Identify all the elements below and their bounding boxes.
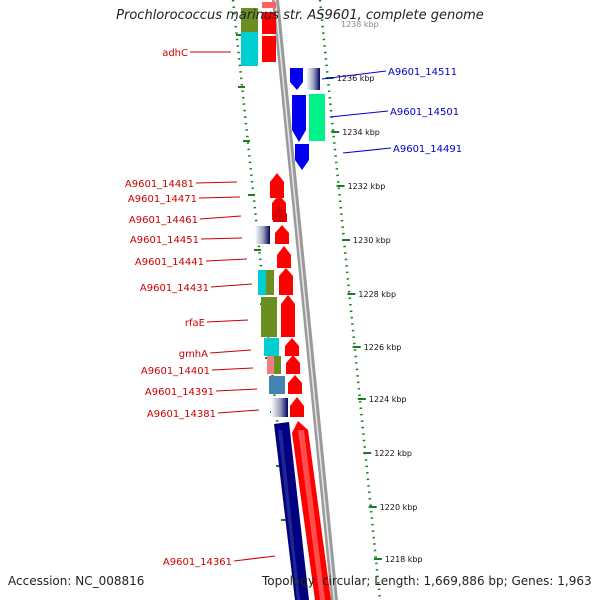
gene-label-A9601_14481: A9601_14481: [125, 179, 194, 190]
scale-label: 1222 kbp: [374, 449, 412, 458]
scale-label: 1226 kbp: [364, 343, 402, 352]
gene-arrow-A9601_14511: [290, 68, 303, 90]
leader-line: [200, 237, 243, 240]
gene-label-A9601_14431: A9601_14431: [140, 283, 209, 294]
gene-label-A9601_14471: A9601_14471: [128, 194, 197, 205]
gene-label-A9601_14381: A9601_14381: [147, 409, 216, 420]
gene-label-rfaE: rfaE: [185, 318, 205, 329]
gene-label-A9601_14441: A9601_14441: [135, 257, 204, 268]
gene-block-gmhA: [264, 338, 279, 356]
leader-line: [217, 409, 260, 414]
leader-line: [209, 349, 252, 354]
gene-block: [241, 8, 258, 32]
gene-arrow-A9601_14491: [295, 144, 309, 170]
gene-label-A9601_14451: A9601_14451: [130, 235, 199, 246]
gene-label-A9601_14461: A9601_14461: [129, 215, 198, 226]
leader-line: [215, 388, 258, 392]
forward-genes: [255, 173, 331, 600]
leader-line: [342, 147, 392, 154]
gene-block-A9601_14501b: [309, 94, 325, 141]
gene-arrow: [281, 295, 295, 337]
topology-text: Topology: circular; Length: 1,669,886 bp…: [262, 574, 592, 588]
gene-arrow: [262, 2, 276, 8]
scale-label: 1224 kbp: [369, 395, 407, 404]
gene-block-shade: [278, 430, 300, 600]
map-title: Prochlorococcus marinus str. AS9601, com…: [116, 8, 484, 23]
reverse-genes: [241, 2, 325, 170]
leader-line: [199, 215, 242, 220]
gene-arrow-A9601_14481: [270, 173, 284, 198]
scale-label: 1228 kbp: [358, 290, 396, 299]
leader-line: [211, 367, 254, 371]
left-gene-labels: adhC A9601_14481 A9601_14471 A9601_14461 A96…: [125, 48, 276, 568]
gene-label-A9601_14491: A9601_14491: [393, 144, 462, 155]
gene-block-rfaE: [261, 297, 277, 337]
gene-label-A9601_14501: A9601_14501: [390, 107, 459, 118]
gene-block-A9601_14391: [269, 376, 285, 394]
scale-label: 1230 kbp: [353, 236, 391, 245]
backbone-highlight: [274, 0, 335, 600]
gene-arrow: [285, 338, 299, 356]
scale-label: 1236 kbp: [337, 74, 375, 83]
gene-arrow: [262, 36, 276, 62]
gene-arrow: [279, 268, 293, 295]
gene-block-A9601_14511b: [306, 68, 320, 90]
gene-arrow-A9601_14501: [292, 95, 306, 142]
gene-block: [258, 270, 267, 295]
gene-arrow-A9601_14441: [277, 246, 291, 268]
gene-label-A9601_14391: A9601_14391: [145, 387, 214, 398]
gene-arrow: [290, 397, 304, 417]
scale-ticks: 1236 kbp 1234 kbp 1232 kbp 1230 kbp 1228 kbp…: [325, 20, 423, 564]
leader-line: [321, 70, 387, 80]
gene-block-A9601_14451: [255, 226, 270, 244]
gene-arrow-A9601_14461: [273, 206, 287, 222]
gene-label-A9601_14511: A9601_14511: [388, 67, 457, 78]
gene-label-A9601_14401: A9601_14401: [141, 366, 210, 377]
gene-label-A9601_14361: A9601_14361: [163, 557, 232, 568]
gene-arrow: [262, 12, 276, 34]
gene-block: [274, 356, 281, 374]
right-gene-labels: A9601_14511 A9601_14501 A9601_14491: [321, 67, 462, 155]
gene-block: [241, 32, 258, 66]
gene-arrow-shade: [298, 430, 325, 600]
leader-line: [210, 283, 253, 288]
gene-label-gmhA: gmhA: [179, 349, 208, 360]
leader-line: [206, 319, 249, 323]
gene-block-A9601_14381: [271, 398, 288, 417]
leader-line: [195, 181, 238, 184]
gene-arrow: [288, 375, 302, 394]
leader-line: [205, 258, 248, 262]
accession-text: Accession: NC_008816: [8, 574, 145, 588]
gene-arrow: [286, 355, 300, 374]
scale-label: 1234 kbp: [342, 128, 380, 137]
scale-label: 1218 kbp: [385, 555, 423, 564]
leader-line: [329, 110, 389, 118]
scale-label-partial: 1238 kbp: [341, 20, 379, 29]
leader-line: [233, 555, 276, 562]
gene-block-A9601_14431: [266, 270, 274, 295]
gene-label-adhC: adhC: [162, 48, 188, 59]
leader-line: [198, 196, 241, 199]
gene-arrow: [275, 225, 289, 244]
gene-block-A9601_14401: [267, 356, 275, 374]
scale-label: 1220 kbp: [380, 503, 418, 512]
scale-label: 1232 kbp: [348, 182, 386, 191]
